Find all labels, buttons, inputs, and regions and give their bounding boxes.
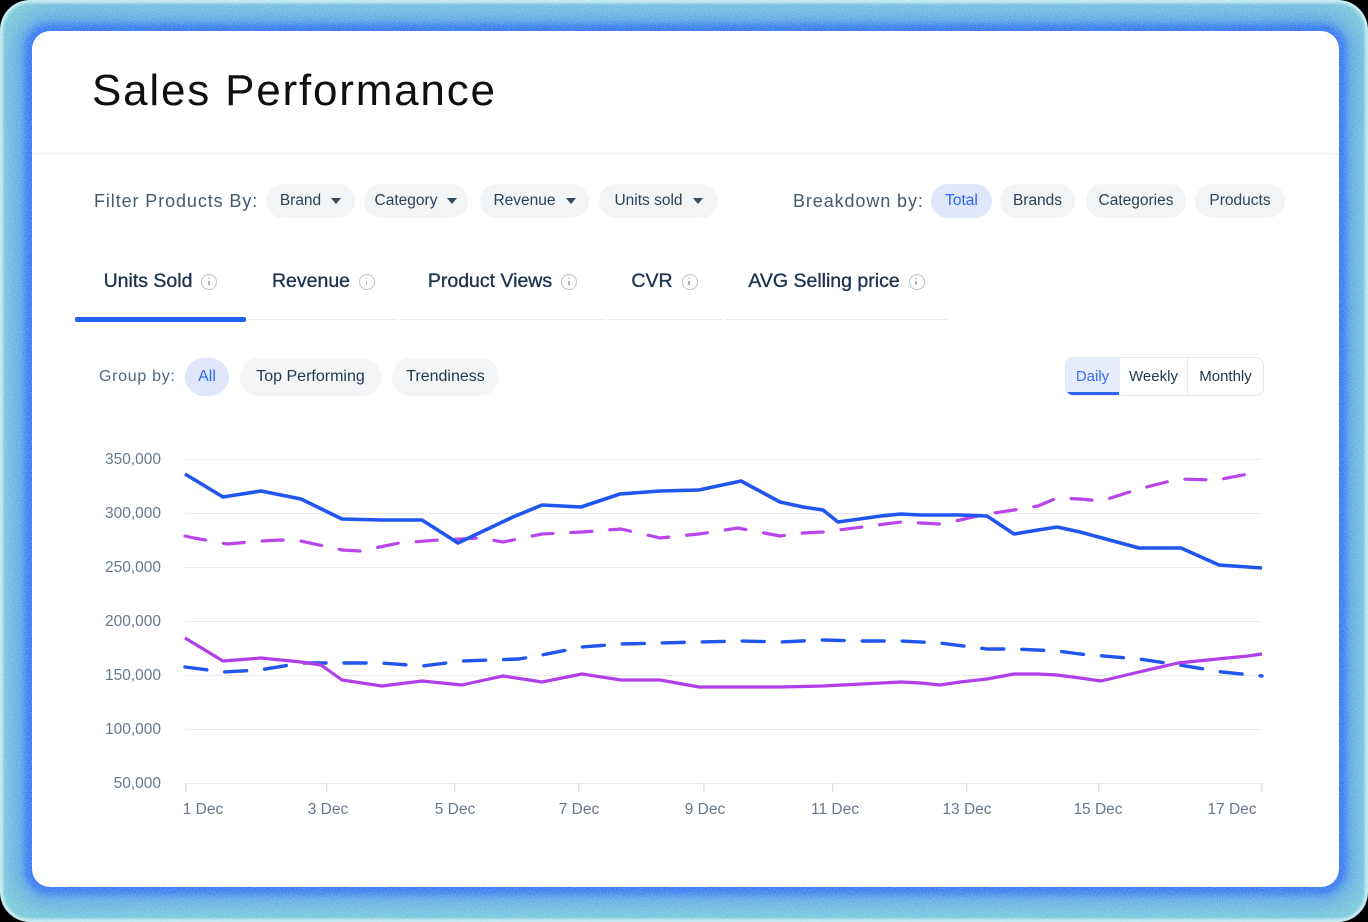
svg-text:150,000: 150,000 (105, 667, 161, 684)
svg-text:11 Dec: 11 Dec (811, 801, 859, 818)
svg-text:50,000: 50,000 (114, 775, 162, 792)
svg-text:1 Dec: 1 Dec (183, 801, 224, 818)
svg-text:9 Dec: 9 Dec (685, 801, 726, 818)
svg-text:350,000: 350,000 (105, 451, 161, 468)
svg-text:13 Dec: 13 Dec (942, 801, 991, 818)
svg-text:15 Dec: 15 Dec (1073, 801, 1122, 818)
svg-text:300,000: 300,000 (105, 505, 161, 522)
svg-text:3 Dec: 3 Dec (308, 801, 349, 818)
svg-text:200,000: 200,000 (105, 613, 161, 630)
svg-text:250,000: 250,000 (105, 559, 161, 576)
svg-text:5 Dec: 5 Dec (435, 801, 476, 818)
svg-text:17 Dec: 17 Dec (1207, 801, 1256, 818)
svg-text:100,000: 100,000 (105, 721, 161, 738)
svg-text:7 Dec: 7 Dec (559, 801, 600, 818)
